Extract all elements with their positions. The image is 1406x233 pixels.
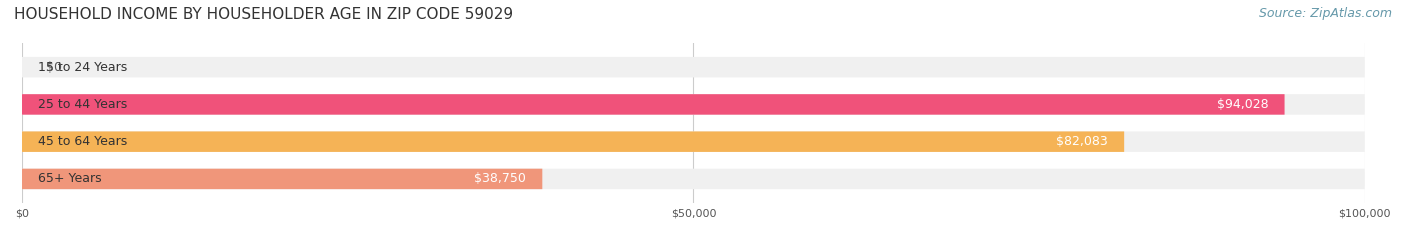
Text: $82,083: $82,083	[1056, 135, 1108, 148]
Text: Source: ZipAtlas.com: Source: ZipAtlas.com	[1258, 7, 1392, 20]
FancyBboxPatch shape	[22, 169, 543, 189]
FancyBboxPatch shape	[22, 94, 1285, 115]
Text: 45 to 64 Years: 45 to 64 Years	[38, 135, 128, 148]
Text: 65+ Years: 65+ Years	[38, 172, 101, 185]
FancyBboxPatch shape	[22, 169, 1365, 189]
Text: $0: $0	[46, 61, 62, 74]
FancyBboxPatch shape	[22, 57, 1365, 77]
FancyBboxPatch shape	[22, 94, 1365, 115]
Text: $38,750: $38,750	[474, 172, 526, 185]
Text: 15 to 24 Years: 15 to 24 Years	[38, 61, 128, 74]
Text: 25 to 44 Years: 25 to 44 Years	[38, 98, 128, 111]
FancyBboxPatch shape	[22, 131, 1365, 152]
Text: HOUSEHOLD INCOME BY HOUSEHOLDER AGE IN ZIP CODE 59029: HOUSEHOLD INCOME BY HOUSEHOLDER AGE IN Z…	[14, 7, 513, 22]
Text: $94,028: $94,028	[1216, 98, 1268, 111]
FancyBboxPatch shape	[22, 131, 1125, 152]
